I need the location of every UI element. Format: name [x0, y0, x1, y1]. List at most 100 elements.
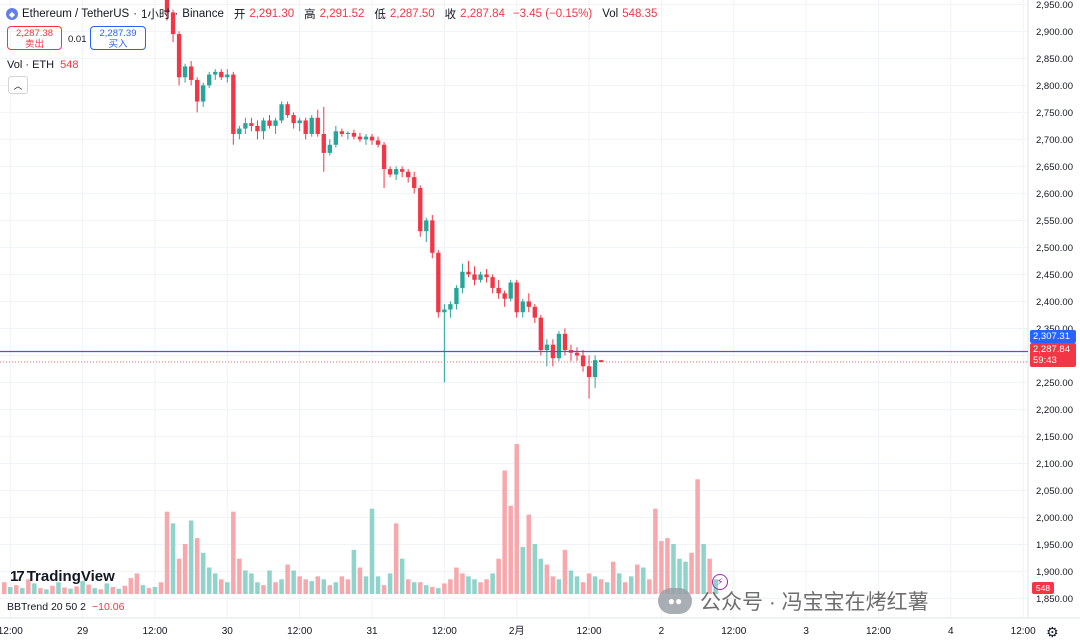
price-tick-label: 1,900.00	[1036, 567, 1073, 578]
interval[interactable]: 1小时	[141, 9, 171, 21]
candle-body	[207, 74, 212, 86]
candle-body	[514, 282, 519, 313]
time-tick-label: 31	[366, 626, 378, 637]
volume-bar	[562, 549, 568, 594]
volume-bar	[502, 470, 507, 594]
candle-body	[466, 271, 471, 275]
volume-bar	[1, 582, 7, 594]
volume-bar	[417, 582, 423, 594]
high-label: 高	[304, 9, 316, 21]
volume-bar	[490, 573, 495, 594]
change-value: −3.45 (−0.15%)	[512, 8, 593, 20]
volume-bar	[550, 576, 556, 594]
volume-bar	[279, 579, 284, 594]
volume-bar	[44, 589, 49, 594]
separator: ·	[133, 8, 138, 20]
price-tick-label: 2,750.00	[1036, 108, 1073, 119]
grid	[0, 0, 1028, 618]
volume-bar	[200, 552, 206, 594]
candle-body	[436, 252, 441, 313]
tradingview-logo[interactable]: 17 TradingView	[10, 568, 115, 585]
volume-bar	[466, 576, 471, 594]
time-tick-label: 12:00	[866, 626, 891, 637]
horizontal-line-price-tag[interactable]: 2,307.31	[1030, 330, 1076, 343]
tradingview-logo-text: TradingView	[26, 568, 115, 585]
candle-body	[592, 360, 598, 378]
volume-bar	[38, 588, 43, 594]
candle-body	[369, 136, 375, 141]
candles	[164, 0, 604, 399]
volume-bar	[460, 573, 465, 594]
candle-body	[526, 301, 531, 307]
candle-body	[315, 117, 320, 134]
volume-bar	[707, 558, 712, 594]
candle-body	[237, 128, 242, 134]
price-tick-label: 2,600.00	[1036, 189, 1073, 200]
candle-body	[442, 309, 447, 313]
volume-bar	[345, 579, 351, 594]
chevron-up-icon: ︿	[13, 80, 23, 91]
volume-bar	[303, 579, 308, 594]
volume-bar	[128, 578, 134, 594]
time-tick-label: 12:00	[1011, 626, 1036, 637]
lightning-icon[interactable]: ⚡	[712, 574, 728, 590]
volume-legend[interactable]: Vol · ETH 548	[7, 59, 78, 71]
volume-bar	[616, 573, 622, 594]
price-tick-label: 2,500.00	[1036, 243, 1073, 254]
last-price: 2,287.84	[1033, 344, 1070, 355]
candle-body	[586, 366, 592, 378]
time-tick-label: 12:00	[142, 626, 167, 637]
candle-body	[399, 169, 405, 172]
volume-bar	[363, 576, 369, 594]
bbtrend-label: BBTrend 20 50 2	[7, 601, 86, 613]
close-value: 2,287.84	[460, 8, 505, 20]
symbol-name[interactable]: Ethereum / TetherUS	[22, 8, 130, 20]
candle-body	[231, 74, 236, 134]
volume-bar	[309, 581, 314, 594]
candle-body	[176, 34, 182, 78]
candle-body	[213, 71, 218, 75]
bbtrend-legend[interactable]: BBTrend 20 50 2 −10.06	[7, 601, 124, 613]
volume-bar	[647, 579, 652, 594]
candle-body	[219, 71, 224, 78]
candle-body	[255, 125, 260, 132]
tradingview-mark-icon: 17	[10, 568, 25, 585]
collapse-legend-button[interactable]: ︿	[8, 76, 28, 94]
candle-body	[279, 104, 284, 121]
volume-bar	[610, 561, 616, 594]
volume-bar	[544, 564, 550, 594]
sell-price: 2,287.38	[16, 28, 53, 39]
candle-body	[424, 220, 429, 232]
price-axis[interactable]: 2,950.00 2,900.00 2,850.00 2,800.00 2,750.00…	[1036, 0, 1073, 605]
time-axis[interactable]: 12:00 29 12:00 30 12:00 31 12:00 2月 12:00 2 12:00 3…	[0, 625, 1036, 637]
vol-value: 548.35	[622, 8, 658, 20]
volume-bar	[683, 561, 688, 594]
candle-body	[448, 304, 453, 310]
price-tick-label: 2,050.00	[1036, 486, 1073, 497]
settings-gear-icon[interactable]: ⚙	[1046, 624, 1059, 640]
volume-bar	[659, 541, 664, 594]
volume-bar	[291, 570, 296, 594]
price-tick-label: 2,800.00	[1036, 81, 1073, 92]
price-tick-label: 2,450.00	[1036, 270, 1073, 281]
price-tick-label: 2,250.00	[1036, 378, 1073, 389]
volume-bar	[297, 576, 302, 594]
candle-body	[472, 274, 477, 280]
volume-bar	[520, 546, 526, 594]
exchange: Binance	[182, 8, 224, 20]
buy-button[interactable]: 2,287.39 买入	[90, 26, 146, 50]
volume-bar	[273, 582, 278, 594]
volume-bar	[653, 508, 658, 594]
candle-body	[357, 136, 363, 140]
volume-bar	[188, 520, 194, 594]
candle-body	[556, 333, 562, 359]
sell-button[interactable]: 2,287.38 卖出	[7, 26, 62, 50]
high-value: 2,291.52	[319, 8, 365, 20]
price-tick-label: 2,400.00	[1036, 297, 1073, 308]
candle-body	[580, 355, 586, 367]
volume-bar	[671, 544, 676, 594]
price-tick-label: 2,350.00	[1036, 324, 1073, 335]
candle-body	[520, 301, 525, 313]
